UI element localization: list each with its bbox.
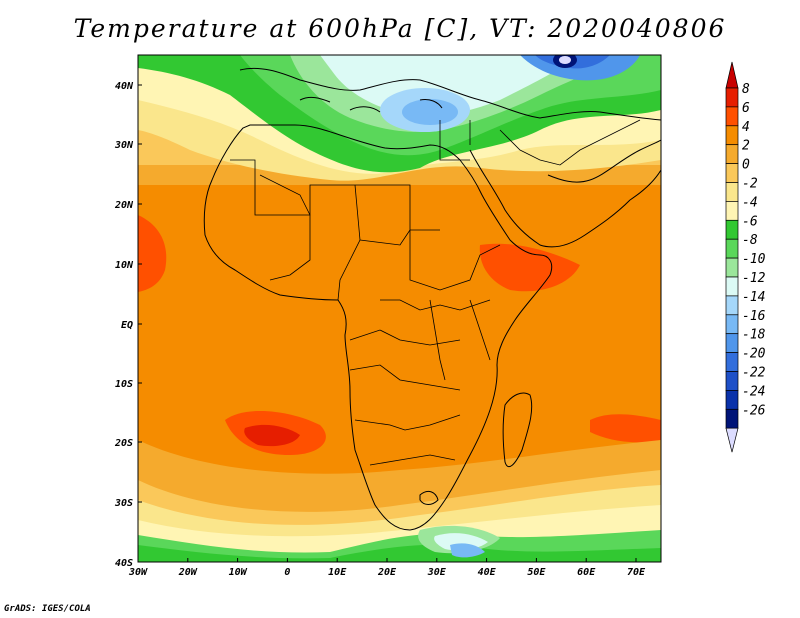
colorbar-label: -12: [742, 271, 766, 286]
lat-tick-label: 40N: [115, 81, 134, 92]
colorbar-swatch: [725, 125, 739, 146]
colorbar-label: 8: [742, 82, 750, 97]
lon-tick-label: 20E: [377, 567, 397, 578]
colorbar-swatch: [725, 106, 739, 127]
colorbar-min-arrow: [725, 427, 739, 453]
lon-tick-label: 30E: [427, 567, 447, 578]
lat-tick-label: 10N: [115, 260, 134, 271]
lat-tick-label: 30N: [114, 140, 134, 151]
colorbar-label: -4: [742, 195, 758, 210]
colorbar-swatch: [725, 276, 739, 297]
lon-tick-label: 40E: [478, 567, 497, 578]
colorbar-label: -20: [742, 347, 766, 362]
lon-tick-label: 20W: [178, 567, 198, 578]
coastlines: [203, 67, 661, 531]
colorbar-swatch: [725, 390, 739, 410]
colorbar-label: -16: [742, 309, 766, 324]
colorbar-swatch: [725, 238, 739, 259]
colorbar-swatch: [725, 182, 739, 202]
map-frame: [137, 54, 662, 563]
lon-tick-label: 60E: [577, 567, 596, 578]
lat-tick-label: 40S: [115, 558, 133, 569]
colorbar-swatch: [725, 408, 739, 429]
lon-tick-label: 10W: [229, 567, 248, 578]
colorbar-swatch: [725, 352, 739, 372]
lat-tick-label: 20S: [114, 438, 133, 449]
colorbar-label: -6: [742, 214, 758, 229]
colorbar-swatch: [725, 219, 739, 240]
colorbar: 8 6 4 2 0 -2 -4 -6 -8 -10 -12 -14 -16 -18 -20 -22 -24 -26: [725, 61, 766, 453]
colorbar-swatch: [725, 163, 739, 183]
lat-tick-label: 10S: [115, 379, 133, 390]
colorbar-label: 6: [742, 101, 750, 116]
colorbar-label: -8: [742, 233, 758, 248]
chart-title: Temperature at 600hPa [C], VT: 202004080…: [73, 14, 727, 43]
lat-tick-label: 30S: [114, 498, 133, 509]
colorbar-swatch: [725, 201, 739, 221]
colorbar-label: -10: [742, 252, 766, 267]
colorbar-swatch: [725, 257, 739, 278]
lon-tick-label: 50E: [527, 567, 546, 578]
lon-tick-label: 10E: [328, 567, 347, 578]
colorbar-label: -26: [742, 403, 766, 418]
lon-tick-label: 30W: [128, 567, 148, 578]
colorbar-swatch: [725, 87, 739, 108]
lat-tick-label: EQ: [121, 320, 133, 331]
colorbar-label: -14: [742, 290, 765, 305]
colorbar-swatch: [725, 144, 739, 164]
colorbar-label: -2: [742, 177, 758, 192]
lon-tick-label: 0: [284, 567, 290, 578]
credit-text: GrADS: IGES/COLA: [4, 604, 91, 614]
colorbar-swatch: [725, 295, 739, 316]
latitude-axis: 40N 30N 20N 10N EQ 10S 20S 30S 40S: [114, 81, 142, 569]
colorbar-label: 2: [742, 139, 750, 154]
lat-tick-label: 20N: [114, 200, 134, 211]
longitude-axis: 30W 20W 10W 0 10E 20E 30E 40E 50E 60E 70E: [128, 558, 646, 578]
colorbar-swatch: [725, 314, 739, 335]
temperature-field: [138, 55, 661, 562]
lon-tick-label: 70E: [627, 567, 646, 578]
colorbar-label: -18: [742, 328, 766, 343]
colorbar-label: -22: [742, 366, 766, 381]
colorbar-swatch: [725, 333, 739, 353]
colorbar-swatch: [725, 371, 739, 391]
colorbar-max-arrow: [725, 61, 739, 89]
colorbar-label: 0: [742, 158, 750, 173]
colorbar-label: 4: [742, 120, 750, 135]
colorbar-label: -24: [742, 384, 765, 399]
country-borders: [230, 119, 641, 466]
